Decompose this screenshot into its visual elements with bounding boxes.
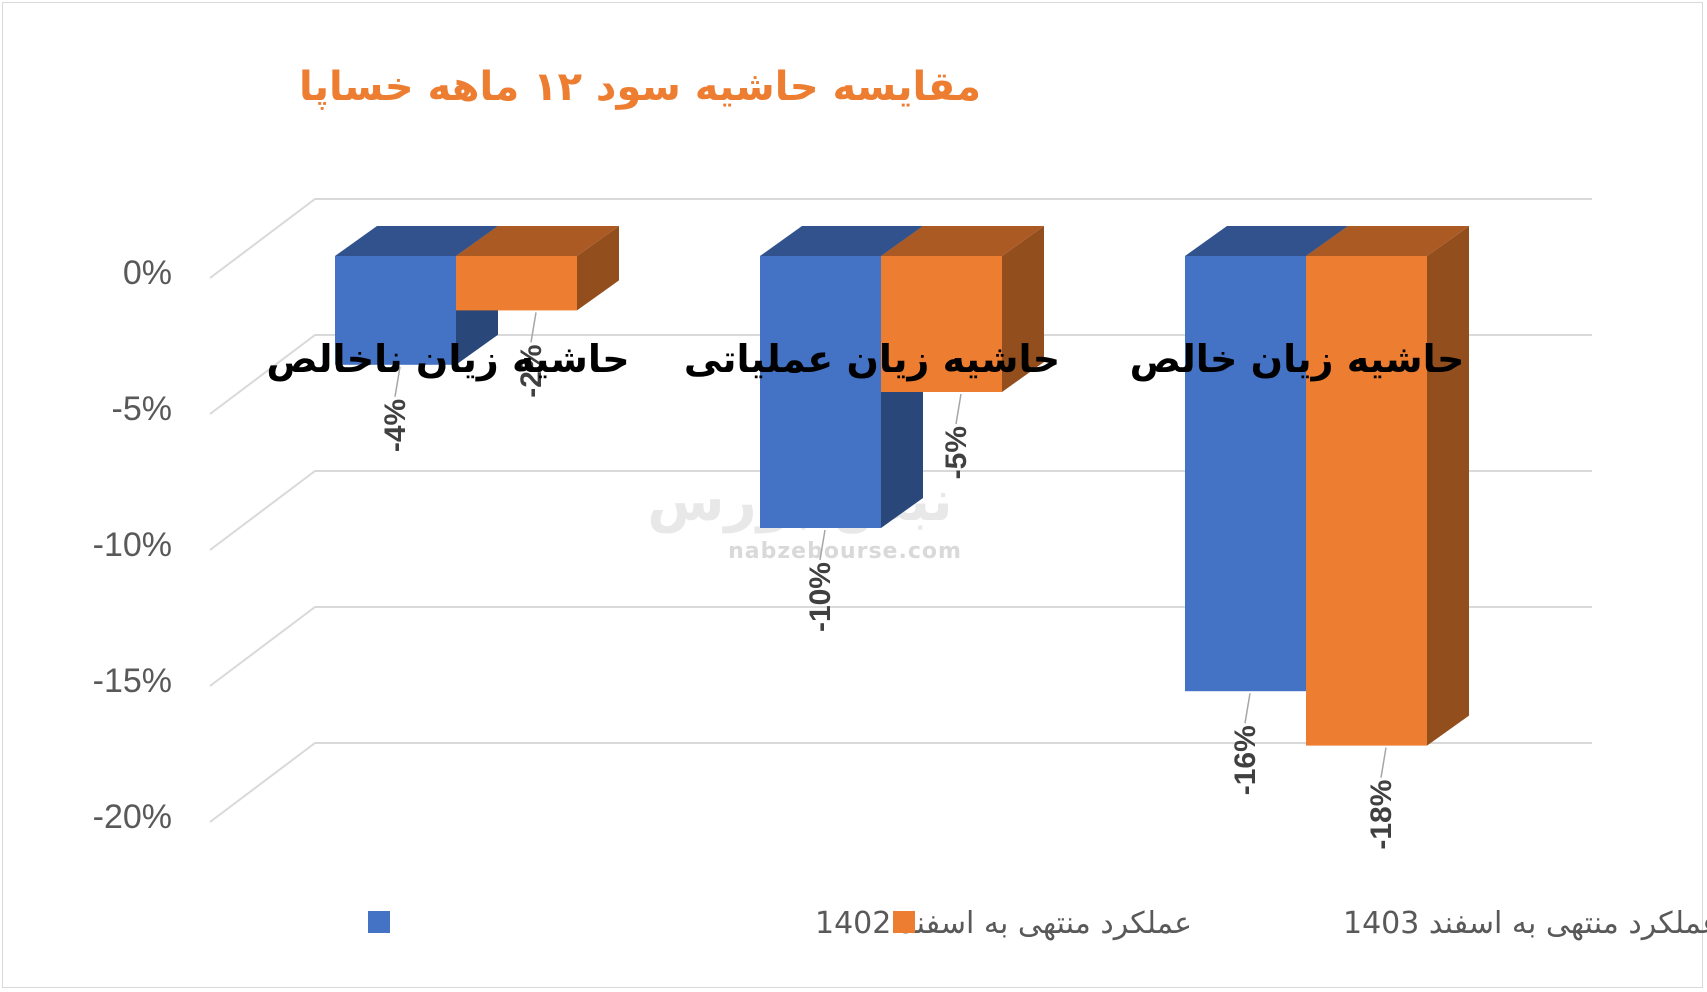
y-axis-ticks: 0% -5% -10% -15% -20% <box>93 254 172 836</box>
bar-side <box>577 226 619 311</box>
data-label: -5% <box>940 426 973 479</box>
legend: عملکرد منتهی به اسفند 1402 عملکرد منتهی ب… <box>368 906 1707 941</box>
bar <box>335 256 456 365</box>
category-label: حاشیه زیان خالص <box>1130 337 1465 381</box>
legend-swatch <box>368 911 390 933</box>
watermark-url: nabzebourse.com <box>728 539 962 564</box>
leader-line <box>819 529 826 561</box>
leader-line <box>394 366 401 397</box>
data-label: -4% <box>379 399 412 452</box>
y-tick-label: 0% <box>123 254 172 292</box>
bar <box>456 256 577 311</box>
bar-side <box>1427 226 1469 746</box>
bar-top <box>760 226 923 256</box>
bars <box>335 226 1469 746</box>
data-label: -2% <box>515 344 548 397</box>
legend-label: عملکرد منتهی به اسفند 1402 <box>815 906 1192 941</box>
category-label: حاشیه زیان عملیاتی <box>684 337 1060 381</box>
y-tick-label: -20% <box>93 798 172 836</box>
legend-swatch <box>893 911 915 933</box>
data-label: -10% <box>804 562 837 632</box>
category-labels: حاشیه زیان ناخالص حاشیه زیان عملیاتی حاشیه… <box>266 337 1464 381</box>
legend-label: عملکرد منتهی به اسفند 1403 <box>1343 906 1707 941</box>
bar <box>1306 256 1427 746</box>
gridline <box>209 470 1592 551</box>
leader-line <box>1380 747 1387 778</box>
gridline <box>209 334 1592 415</box>
bar-top <box>1185 226 1348 256</box>
bar-top <box>881 226 1044 256</box>
bar <box>760 256 881 528</box>
y-tick-label: -5% <box>112 390 172 428</box>
y-tick-label: -15% <box>93 662 172 700</box>
gridlines <box>209 198 1592 823</box>
data-label: -16% <box>1229 725 1262 795</box>
leader-line <box>1244 693 1251 724</box>
bar-side <box>1002 226 1044 392</box>
bar-top <box>1306 226 1469 256</box>
gridline <box>209 742 1592 823</box>
gridline <box>209 198 1592 279</box>
leader-line <box>955 393 962 425</box>
data-labels: -4% -2% -10% -5% -16% -18% <box>379 312 1398 850</box>
y-tick-label: -10% <box>93 526 172 564</box>
leader-line <box>530 312 537 343</box>
chart-title: مقایسه حاشیه سود ۱۲ ماهه خساپا <box>299 64 981 110</box>
category-label: حاشیه زیان ناخالص <box>266 337 629 381</box>
data-label: -18% <box>1365 780 1398 850</box>
bar-top <box>335 226 498 256</box>
bar-top <box>456 226 619 256</box>
bar <box>1185 256 1306 692</box>
bar <box>881 256 1002 392</box>
gridline <box>209 606 1592 687</box>
